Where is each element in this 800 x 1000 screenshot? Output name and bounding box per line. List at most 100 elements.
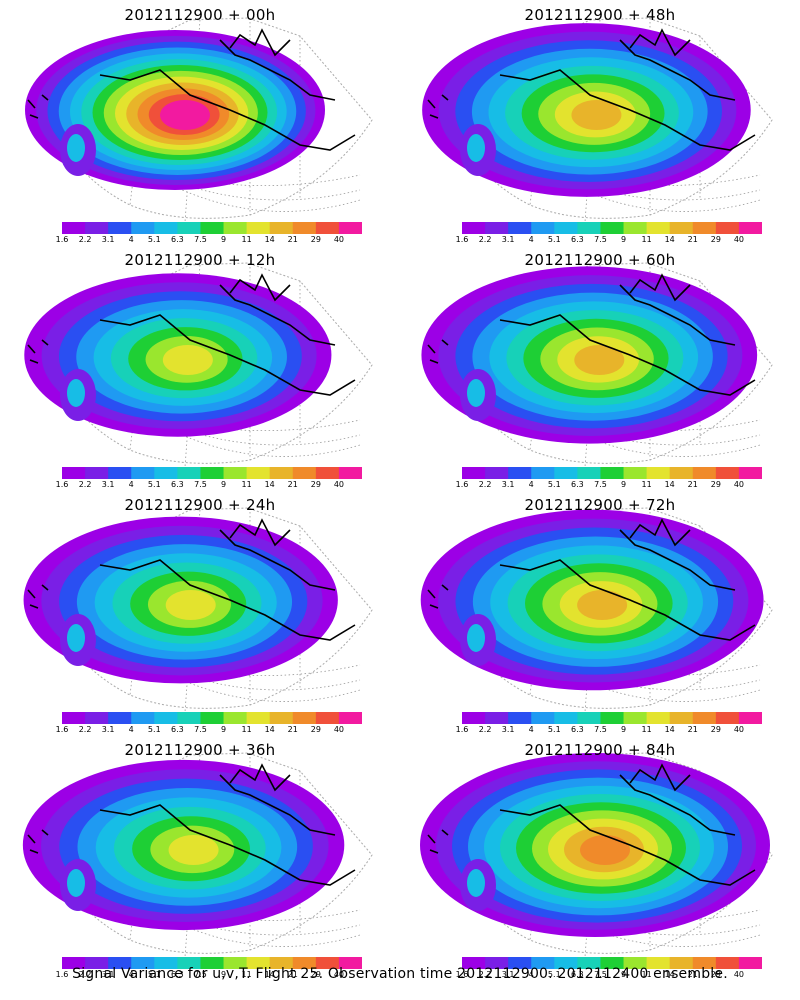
colorbar-tick-label: 7.5 xyxy=(194,235,207,244)
colorbar-swatch xyxy=(669,712,694,724)
colorbar-swatch xyxy=(462,712,486,724)
colorbar-tick-label: 14 xyxy=(264,725,275,734)
colorbar-tick-label: 6.3 xyxy=(571,235,584,244)
colorbar-tick-label: 1.6 xyxy=(55,725,69,734)
colorbar-swatch xyxy=(577,222,601,234)
colorbar-tick-label: 6.3 xyxy=(571,480,584,489)
colorbar-tick-label: 40 xyxy=(733,725,745,734)
colorbar-swatch xyxy=(462,957,486,969)
colorbar-tick-label: 7.5 xyxy=(194,725,207,734)
colorbar-tick-label: 1.6 xyxy=(455,725,469,734)
colorbar-tick-label: 1.6 xyxy=(455,970,469,979)
panel-title: 2012112900 + 24h xyxy=(124,496,276,514)
colorbar-swatch xyxy=(177,712,201,724)
colorbar-tick-label: 4 xyxy=(128,235,134,244)
panel-title: 2012112900 + 84h xyxy=(524,741,676,759)
colorbar-tick-label: 7.5 xyxy=(194,480,207,489)
colorbar-swatch xyxy=(715,467,740,479)
colorbar-tick-label: 5.1 xyxy=(547,480,561,489)
colorbar-swatch xyxy=(85,957,109,969)
colorbar-tick-label: 40 xyxy=(733,235,745,244)
colorbar-swatch xyxy=(177,222,201,234)
colorbar-tick-label: 3.1 xyxy=(101,480,115,489)
colorbar-swatch xyxy=(554,222,578,234)
colorbar-labels: 1.6 2.2 3.1 4 5.1 6.3 7.5 9 11 14 21 29 40 xyxy=(56,725,362,735)
colorbar-tick-label: 21 xyxy=(687,725,698,734)
coastlines xyxy=(427,28,756,151)
colorbar-tick-label: 5.1 xyxy=(147,970,161,979)
colorbar-swatch xyxy=(269,712,294,724)
colorbar-tick-label: 5.1 xyxy=(147,235,161,244)
colorbar-tick-label: 11 xyxy=(241,235,252,244)
colorbar-swatch xyxy=(577,712,601,724)
variance-field xyxy=(24,273,332,437)
colorbar-swatch xyxy=(646,222,671,234)
colorbar-swatch xyxy=(315,712,340,724)
colorbar-swatch xyxy=(531,957,555,969)
colorbar-tick-label: 9 xyxy=(220,970,227,979)
colorbar-swatch xyxy=(62,957,86,969)
colorbar-swatch xyxy=(715,957,740,969)
colorbar-tick-label: 3.1 xyxy=(101,235,115,244)
panel-title: 2012112900 + 36h xyxy=(124,741,276,759)
colorbar-tick-label: 40 xyxy=(333,970,345,979)
colorbar-tick-label: 14 xyxy=(264,970,275,979)
colorbar-tick-label: 2.2 xyxy=(478,970,492,979)
colorbar-swatch xyxy=(200,957,225,969)
colorbar-tick-label: 4 xyxy=(128,970,134,979)
colorbar-swatch xyxy=(738,222,762,234)
colorbar xyxy=(462,467,762,479)
colorbar-tick-label: 7.5 xyxy=(594,235,607,244)
forecast-panel: 2012112900 + 84h 1.6 2.2 3.1 4 5.1 6.3 7.5 9 11 14… xyxy=(400,735,800,980)
colorbar-tick-label: 29 xyxy=(710,480,721,489)
contour-level xyxy=(580,835,630,865)
colorbar-tick-label: 40 xyxy=(733,480,745,489)
colorbar-swatch xyxy=(177,467,201,479)
colorbar-tick-label: 4 xyxy=(128,480,134,489)
colorbar-swatch xyxy=(646,957,671,969)
colorbar-tick-label: 21 xyxy=(287,725,298,734)
colorbar-tick-label: 14 xyxy=(264,480,275,489)
colorbar-tick-label: 14 xyxy=(664,725,675,734)
colorbar-swatch xyxy=(462,222,486,234)
colorbar-swatch xyxy=(315,957,340,969)
contour-level xyxy=(571,100,622,130)
colorbar-tick-label: 4 xyxy=(528,725,534,734)
colorbar-tick-label: 5.1 xyxy=(547,725,561,734)
colorbar-swatch xyxy=(62,712,86,724)
colorbar-swatch xyxy=(600,957,625,969)
colorbar-swatch xyxy=(554,957,578,969)
colorbar-tick-label: 29 xyxy=(710,970,721,979)
colorbar-swatch xyxy=(715,222,740,234)
colorbar-tick-label: 40 xyxy=(733,970,745,979)
figure-caption: Signal Variance for u,v,T. Flight 25. Ob… xyxy=(72,966,728,982)
panel-title: 2012112900 + 72h xyxy=(524,496,676,514)
colorbar-swatch xyxy=(154,957,178,969)
colorbar xyxy=(62,467,362,479)
colorbar-swatch xyxy=(85,712,109,724)
colorbar-swatch xyxy=(154,222,178,234)
contour-level xyxy=(168,835,219,865)
colorbar-swatch xyxy=(554,712,578,724)
colorbar-swatch xyxy=(669,222,694,234)
colorbar-swatch xyxy=(462,467,486,479)
contour-level xyxy=(577,590,628,620)
colorbar-tick-label: 14 xyxy=(264,235,275,244)
colorbar-swatch xyxy=(715,712,740,724)
colorbar-swatch xyxy=(154,712,178,724)
colorbar-swatch xyxy=(338,712,362,724)
colorbar-tick-label: 1.6 xyxy=(55,235,69,244)
colorbar-swatch xyxy=(485,222,509,234)
colorbar-tick-label: 9 xyxy=(620,725,627,734)
colorbar-swatch xyxy=(108,712,132,724)
colorbar-tick-label: 3.1 xyxy=(501,480,515,489)
colorbar-swatch xyxy=(62,222,86,234)
colorbar-tick-label: 14 xyxy=(664,480,675,489)
colorbar xyxy=(462,712,762,724)
variance-field xyxy=(25,30,325,190)
colorbar-swatch xyxy=(692,712,717,724)
colorbar-tick-label: 29 xyxy=(310,235,321,244)
colorbar-swatch xyxy=(508,467,532,479)
colorbar-tick-label: 21 xyxy=(287,480,298,489)
colorbar-tick-label: 29 xyxy=(710,235,721,244)
